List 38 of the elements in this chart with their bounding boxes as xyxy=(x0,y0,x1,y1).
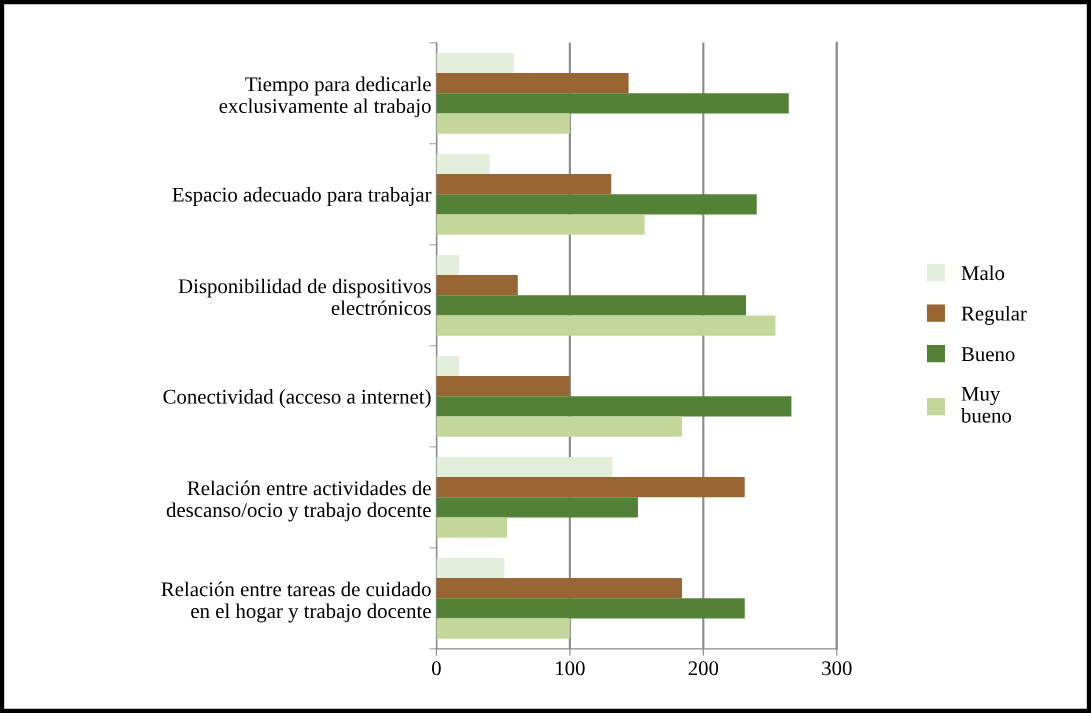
x-tick-label: 100 xyxy=(556,661,585,676)
bar xyxy=(436,73,629,94)
bar xyxy=(436,618,570,639)
x-tick-label: 300 xyxy=(822,661,852,676)
x-tick-label: 200 xyxy=(688,661,719,676)
legend-label: Bueno xyxy=(961,347,1015,362)
bar xyxy=(436,517,508,538)
y-tick-label: Relación entre actividades de descanso/ocio y trabajo docente xyxy=(166,480,431,522)
bar xyxy=(436,477,745,498)
bar xyxy=(436,113,570,134)
x-tick-label: 0 xyxy=(431,661,441,676)
y-tick-label: Relación entre tareas de cuidado en el hogar y trabajo docente xyxy=(161,581,431,623)
bar xyxy=(436,214,645,235)
bar xyxy=(436,557,505,579)
bar xyxy=(436,396,792,417)
bar xyxy=(436,295,747,316)
bar xyxy=(436,275,518,296)
bar xyxy=(436,497,638,518)
bar xyxy=(436,598,745,619)
bar xyxy=(436,355,460,377)
y-tick-label: Conectividad (acceso a internet) xyxy=(163,389,431,408)
legend-label: Regular xyxy=(961,305,1027,325)
legend-label: Malo xyxy=(961,265,1005,281)
y-tick-label: Tiempo para dedicarle exclusivamente al trabajo xyxy=(219,76,431,118)
bar xyxy=(436,194,757,215)
bar xyxy=(436,376,570,397)
bar xyxy=(436,93,789,114)
bar xyxy=(436,254,460,276)
bar xyxy=(436,456,613,478)
y-tick-label: Disponibilidad de dispositivos electrónicos xyxy=(178,278,431,316)
bar xyxy=(436,52,514,74)
bar xyxy=(436,416,682,437)
legend-label: Muy bueno xyxy=(960,386,1012,423)
y-tick-label: Espacio adecuado para trabajar xyxy=(172,187,432,206)
bar xyxy=(436,153,490,175)
bar xyxy=(436,174,612,195)
bar xyxy=(436,315,776,336)
bar xyxy=(436,578,682,599)
